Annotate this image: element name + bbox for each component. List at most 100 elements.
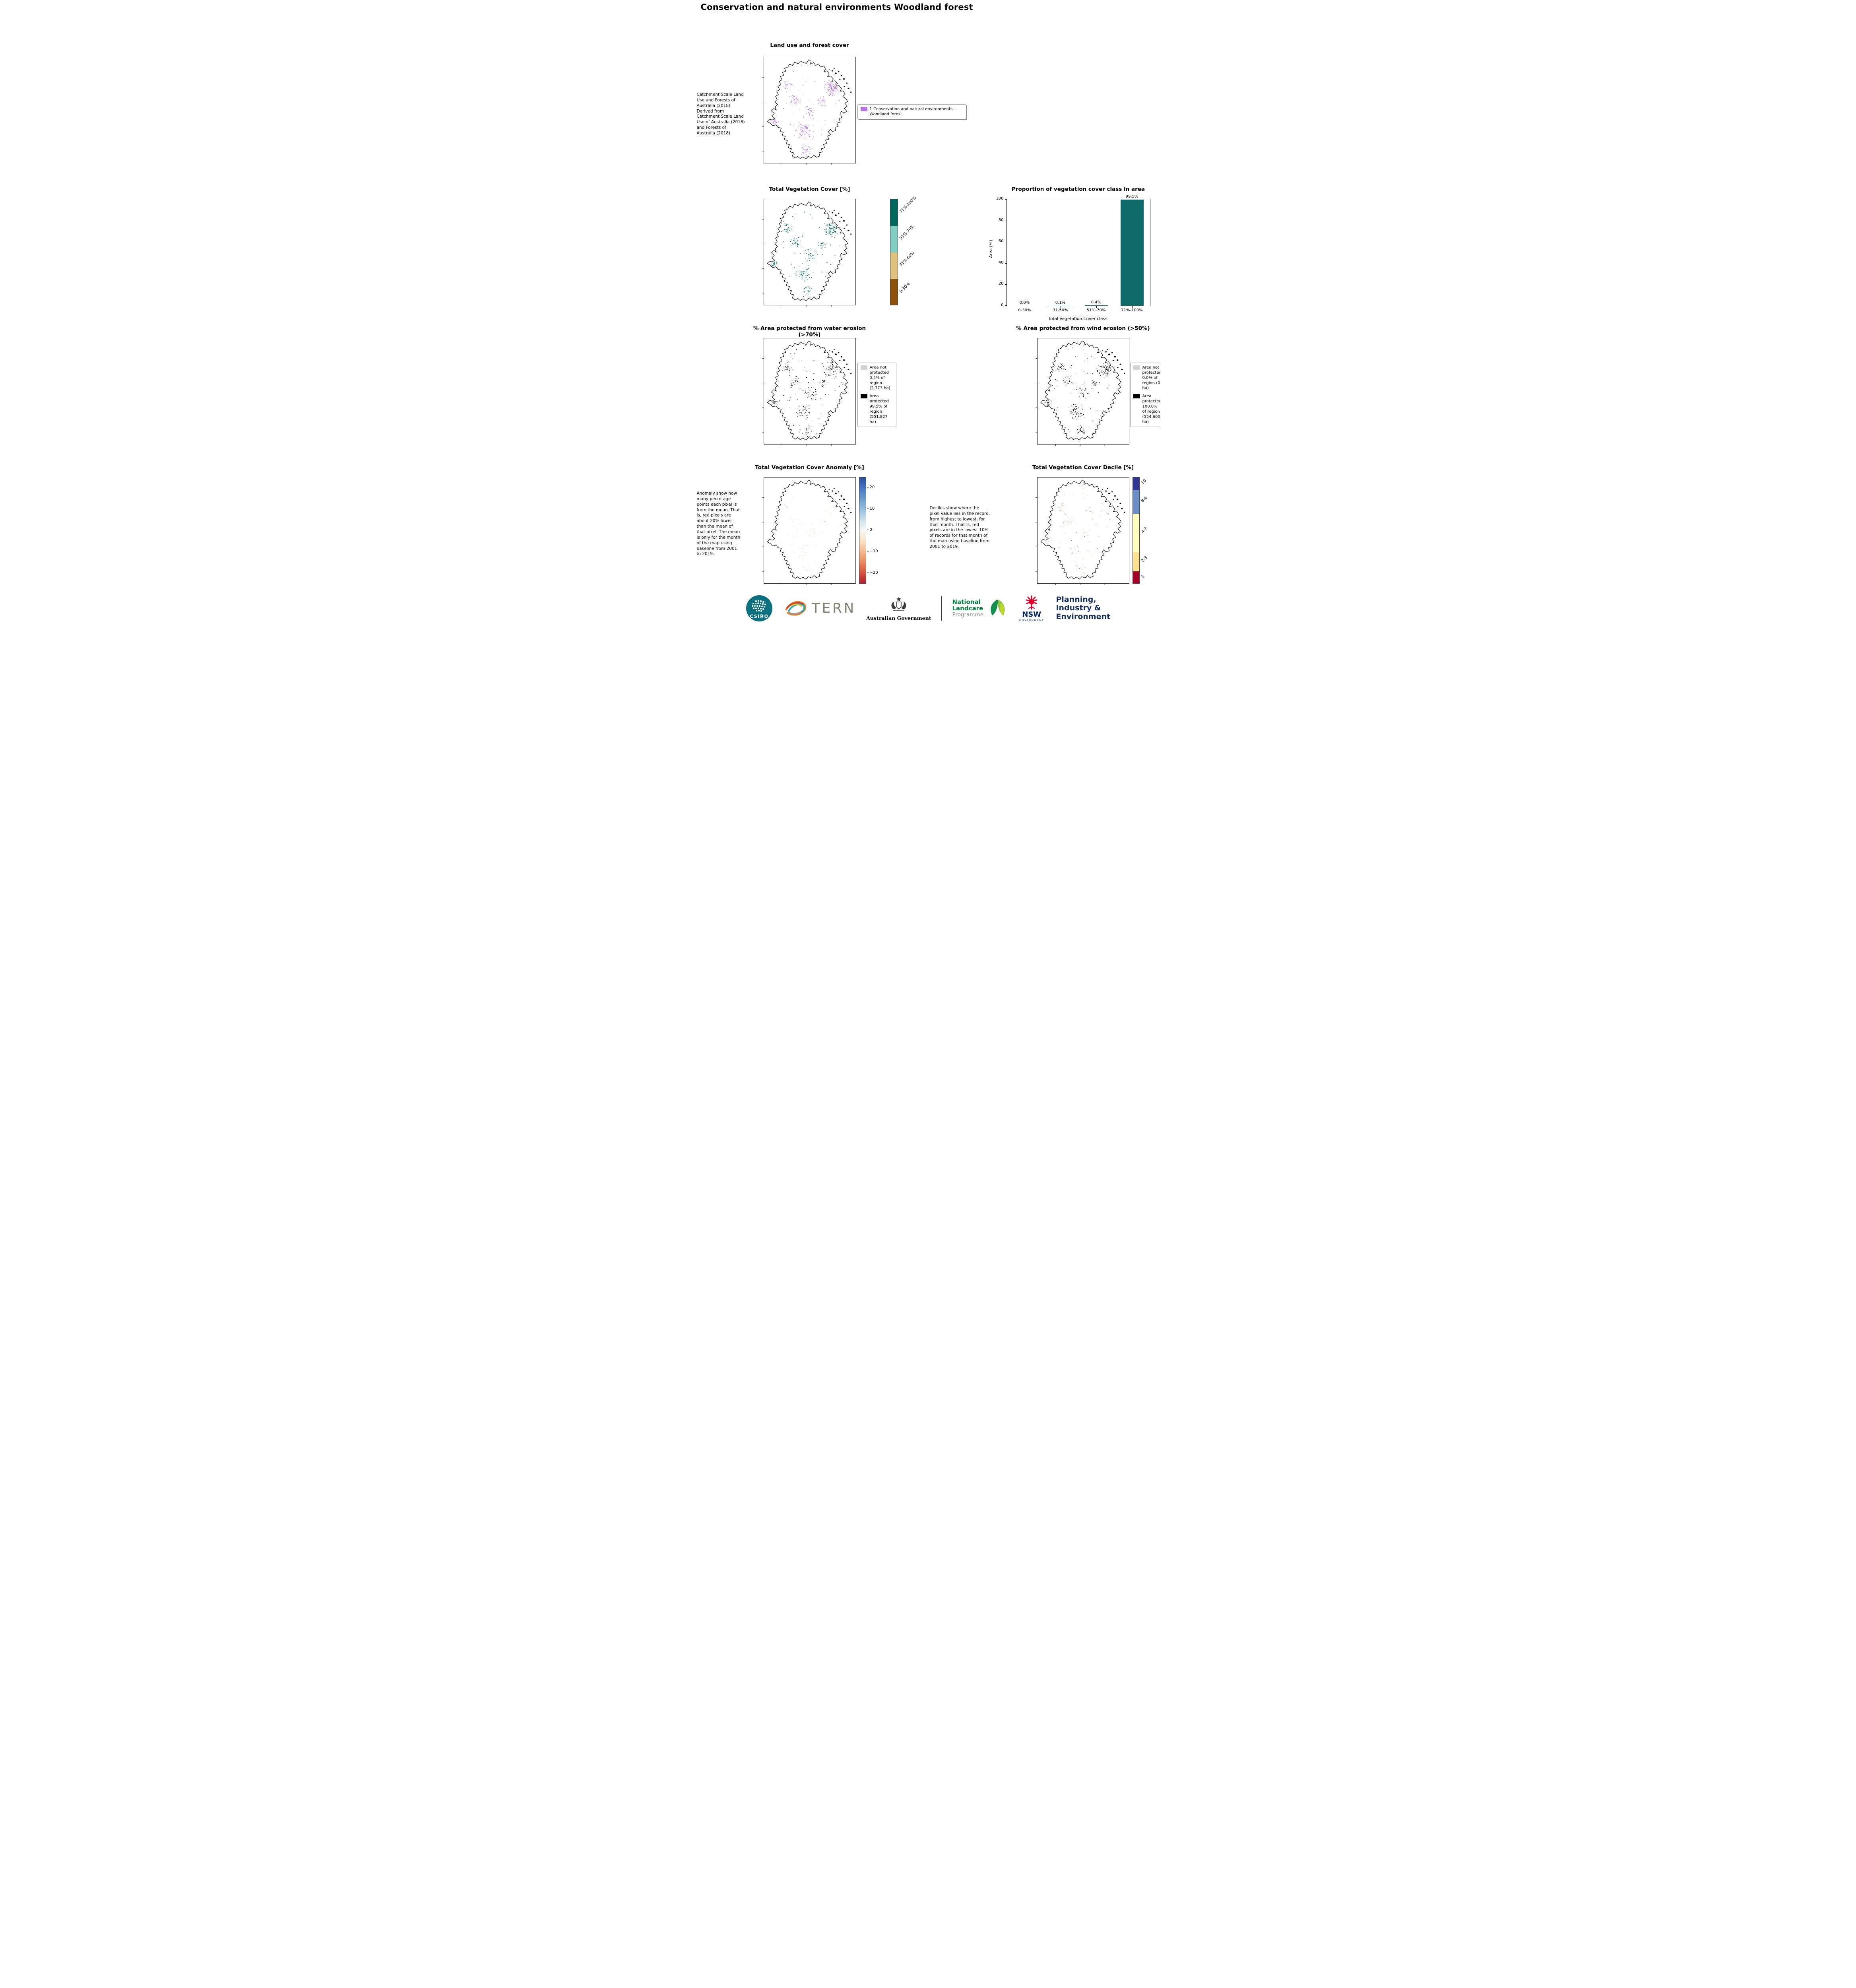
colorbar-label: 71%-100% — [898, 195, 917, 214]
anomaly-panel-title: Total Vegetation Cover Anomaly [%] — [755, 464, 864, 471]
vegcover-map-canvas — [762, 199, 856, 307]
water-not-protected-swatch — [860, 365, 867, 370]
water-erosion-map-canvas — [762, 338, 856, 446]
tern-logo: TERN — [783, 598, 856, 619]
water-not-protected-label: Area not protected 0.5% of region (2,773… — [869, 365, 890, 390]
bar-51%-70% — [1084, 305, 1108, 306]
decile-map-canvas — [1035, 477, 1129, 585]
landuse-legend-swatch — [860, 107, 867, 111]
landcare-leaf-icon — [991, 600, 1005, 615]
landuse-map-canvas — [762, 57, 856, 165]
csiro-logo: CSIRO — [746, 595, 773, 622]
footer-divider — [941, 596, 942, 621]
water-erosion-legend: Area not protected 0.5% of region (2,773… — [857, 363, 896, 427]
bar-71%-100% — [1120, 200, 1144, 306]
colorbar-segment — [1133, 571, 1139, 583]
vegcover-panel-title: Total Vegetation Cover [%] — [769, 186, 850, 192]
x-tick-label: 51%-70% — [1086, 308, 1106, 313]
landuse-legend: 1 Conservation and natural environments … — [857, 104, 966, 119]
colorbar-label: 8-9 — [1140, 495, 1148, 504]
water-erosion-panel-title: % Area protected from water erosion (>70… — [753, 325, 866, 338]
water-erosion-map — [762, 338, 856, 446]
bar-value-label: 0.4% — [1091, 300, 1102, 305]
landuse-panel-title: Land use and forest cover — [770, 42, 849, 49]
decile-caption: Deciles show where the pixel value lies … — [929, 506, 990, 549]
colorbar-segment — [890, 279, 898, 305]
decile-map — [1035, 477, 1129, 585]
footer-logos: CSIRO TERN Australian Government — [696, 595, 1160, 622]
anomaly-tick-0: 0 — [869, 528, 872, 532]
colorbar-label: 10 — [1140, 478, 1147, 485]
colorbar-label: 0-30% — [898, 282, 911, 294]
colorbar-segment — [890, 199, 898, 226]
colorbar-label: 4-7 — [1140, 526, 1148, 534]
colorbar-label: 2-3 — [1140, 555, 1148, 563]
colorbar-segment — [890, 252, 898, 279]
australian-government-logo: Australian Government — [866, 596, 931, 621]
landuse-caption: Catchment Scale Land Use and Forests of … — [696, 92, 745, 136]
landuse-map — [762, 57, 856, 165]
landcare-line1: National — [952, 598, 981, 606]
colorbar-label: 51%-70% — [898, 224, 915, 241]
waratah-icon — [1026, 595, 1038, 610]
water-protected-swatch — [860, 394, 867, 398]
water-protected-label: Area protected 99.5% of region (551,827 … — [869, 394, 889, 424]
x-tick-label: 71%-100% — [1121, 308, 1143, 313]
nsw-government-label: GOVERNMENT — [1019, 619, 1044, 622]
wind-protected-swatch — [1133, 394, 1140, 398]
y-tick-label: 20 — [998, 282, 1004, 286]
nsw-wordmark: NSW — [1022, 610, 1041, 619]
chart-x-axis-label: Total Vegetation Cover class — [1048, 316, 1107, 321]
landcare-line2: Landcare — [952, 604, 983, 612]
y-tick-label: 0 — [1001, 303, 1004, 307]
anomaly-colorbar-gradient — [859, 477, 866, 584]
bar-value-label: 99.5% — [1125, 194, 1138, 199]
tern-scribble-icon — [785, 601, 806, 616]
wind-erosion-map — [1035, 338, 1129, 446]
x-tick-label: 31-50% — [1053, 308, 1068, 313]
landcare-line3: Programme — [952, 611, 983, 618]
bar-value-label: 0.0% — [1019, 301, 1030, 305]
wind-not-protected-label: Area not protected 0.0% of region (0 ha) — [1142, 365, 1160, 390]
colorbar-label: 31%-50% — [898, 250, 915, 267]
colorbar-label: 1 — [1140, 574, 1145, 579]
planning-wordmark: Planning, Industry & Environment — [1054, 595, 1111, 621]
y-tick-label: 40 — [998, 260, 1004, 265]
tern-wordmark: TERN — [811, 600, 856, 616]
colorbar-segment — [1133, 478, 1139, 491]
anomaly-tick-20: 20 — [869, 485, 875, 489]
anomaly-tick-10: 10 — [869, 507, 875, 511]
report-page: Conservation and natural environments Wo… — [696, 0, 1160, 635]
y-tick-label: 60 — [998, 239, 1004, 244]
planning-line2: Industry & — [1056, 604, 1101, 613]
colorbar-segment — [890, 226, 898, 252]
colorbar-segment — [1133, 514, 1139, 552]
anomaly-tick-m20: −20 — [869, 571, 878, 575]
anomaly-map-canvas — [762, 477, 856, 585]
colorbar-segment — [1133, 552, 1139, 571]
anomaly-caption: Anomaly show how many percetage points e… — [696, 491, 741, 557]
decile-colorbar: 10 8-9 4-7 2-3 1 — [1132, 477, 1148, 584]
decile-panel-title: Total Vegetation Cover Decile [%] — [1032, 464, 1134, 471]
page-title: Conservation and natural environments Wo… — [700, 2, 973, 12]
vegcover-map — [762, 199, 856, 307]
proportion-bar-chart: Area (%) 0 20 40 60 80 100 0.0% 0-30% 0.1% 31-50%… — [988, 194, 1150, 330]
anomaly-map — [762, 477, 856, 585]
chart-title: Proportion of vegetation cover class in … — [1011, 186, 1145, 192]
x-tick-label: 0-30% — [1018, 308, 1031, 313]
anomaly-colorbar: 20 10 0 −10 −20 — [859, 477, 878, 584]
wind-protected-label: Area protected 100.0% of region (554,600… — [1142, 394, 1160, 424]
wind-erosion-legend: Area not protected 0.0% of region (0 ha)… — [1130, 363, 1160, 427]
vegcover-colorbar: 71%-100% 51%-70% 31%-50% 0-30% — [890, 196, 917, 305]
y-tick-label: 100 — [996, 196, 1004, 201]
australian-government-crest-icon — [891, 596, 906, 611]
wind-not-protected-swatch — [1133, 365, 1140, 370]
y-tick-label: 80 — [998, 217, 1004, 222]
planning-line3: Environment — [1056, 612, 1111, 621]
chart-plot-area: 0 20 40 60 80 100 0.0% 0-30% 0.1% 31-50% 0.4% 51%-7… — [996, 194, 1150, 313]
bar-value-label: 0.1% — [1055, 300, 1066, 305]
wind-erosion-panel-title: % Area protected from wind erosion (>50%… — [1016, 325, 1150, 332]
wind-erosion-map-canvas — [1035, 338, 1129, 446]
nsw-government-logo: NSW GOVERNMENT — [1019, 595, 1044, 622]
svg-text:CSIRO: CSIRO — [750, 613, 768, 619]
